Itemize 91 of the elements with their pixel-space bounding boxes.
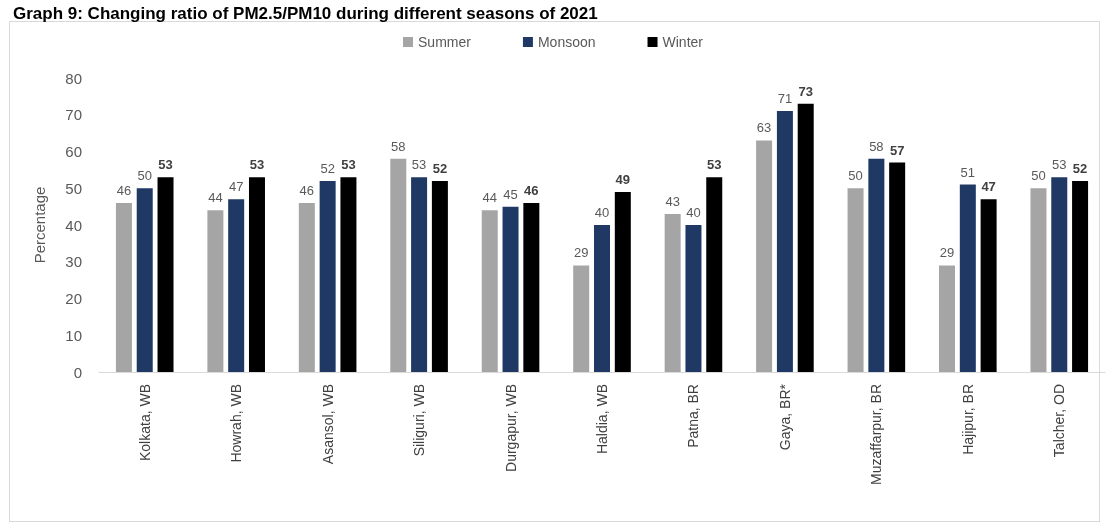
bar [136, 188, 153, 372]
bar [340, 177, 357, 372]
data-label: 52 [1072, 160, 1088, 176]
x-tick-label: Howrah, WB [228, 384, 245, 463]
data-label: 46 [116, 182, 132, 198]
bar [756, 140, 773, 372]
data-label: 29 [939, 245, 955, 261]
bar [939, 265, 956, 372]
x-tick-label: Muzaffarpur, BR [868, 384, 885, 485]
bar [889, 162, 906, 372]
bar [847, 188, 864, 372]
data-label: 44 [482, 190, 497, 206]
data-label: 50 [137, 168, 152, 184]
x-tick-label: Durgapur, WB [502, 384, 519, 472]
data-label: 63 [756, 120, 772, 136]
bar [207, 210, 224, 372]
data-label: 47 [981, 179, 996, 195]
data-label: 73 [798, 83, 813, 99]
data-label: 53 [1052, 157, 1067, 173]
data-label: 52 [432, 160, 448, 176]
bar [868, 158, 885, 372]
x-tick-label: Kolkata, WB [136, 384, 153, 462]
data-label: 50 [848, 168, 863, 184]
y-tick-label: 70 [65, 106, 82, 124]
bar [1051, 177, 1068, 372]
x-tick-label: Talcher, OD [1051, 384, 1068, 458]
data-label: 40 [686, 205, 701, 220]
bar [228, 199, 245, 372]
legend-label: Summer [418, 34, 472, 50]
y-tick-label: 80 [65, 69, 82, 87]
data-label: 44 [208, 190, 223, 206]
legend-label: Monsoon [537, 34, 596, 50]
y-tick-label: 40 [65, 216, 82, 234]
data-label: 46 [299, 182, 315, 198]
bar [685, 225, 702, 372]
chart-title: Graph 9: Changing ratio of PM2.5/PM10 during different seasons of 2021 [13, 4, 598, 23]
data-label: 58 [391, 138, 406, 154]
bar [115, 202, 132, 372]
bar [614, 191, 631, 372]
bar [980, 199, 997, 372]
bar [573, 265, 590, 372]
y-tick-label: 30 [65, 253, 82, 271]
data-label: 57 [889, 142, 905, 158]
bar [298, 202, 315, 372]
data-label: 53 [158, 157, 173, 173]
data-label: 43 [665, 193, 680, 209]
data-label: 29 [573, 245, 589, 261]
data-label: 52 [320, 160, 335, 176]
y-tick-label: 10 [65, 326, 82, 344]
bar [594, 225, 610, 372]
bar [664, 213, 681, 372]
data-label: 49 [615, 171, 631, 187]
bar [411, 177, 428, 372]
data-label: 46 [524, 182, 539, 198]
bar [390, 158, 407, 372]
data-label: 47 [228, 179, 244, 195]
data-label: 40 [594, 205, 610, 220]
bar [502, 206, 519, 372]
bar [706, 177, 723, 372]
data-label: 50 [1031, 168, 1046, 184]
bar [1030, 188, 1047, 372]
bar [248, 177, 265, 372]
bar [797, 103, 814, 372]
y-tick-label: 60 [65, 143, 82, 160]
data-label: 53 [341, 157, 356, 173]
bar [959, 184, 976, 372]
data-label: 71 [777, 91, 793, 107]
x-tick-label: Haldia, WB [594, 384, 610, 455]
bar [1072, 180, 1089, 372]
y-tick-label: 20 [65, 290, 82, 307]
data-label: 53 [707, 157, 722, 173]
bar [319, 180, 336, 372]
y-tick-label: 0 [73, 363, 82, 381]
data-label: 58 [869, 138, 884, 154]
x-tick-label: Hajipur, BR [959, 384, 976, 455]
x-tick-label: Asansol, WB [319, 384, 336, 465]
x-tick-label: Patna, BR [685, 384, 702, 448]
data-label: 45 [503, 186, 518, 202]
bar [431, 180, 448, 372]
bar [776, 111, 793, 372]
bar [523, 202, 540, 372]
y-tick-label: 50 [65, 179, 82, 197]
x-tick-label: Gaya, BR* [776, 383, 793, 451]
data-label: 53 [249, 157, 265, 173]
x-tick-label: Siliguri, WB [411, 384, 428, 457]
legend-label: Winter [662, 34, 704, 50]
bar [157, 177, 174, 372]
bar [481, 210, 498, 372]
data-label: 53 [411, 157, 427, 173]
y-axis-title: Percentage [31, 186, 48, 264]
data-label: 51 [960, 164, 976, 180]
